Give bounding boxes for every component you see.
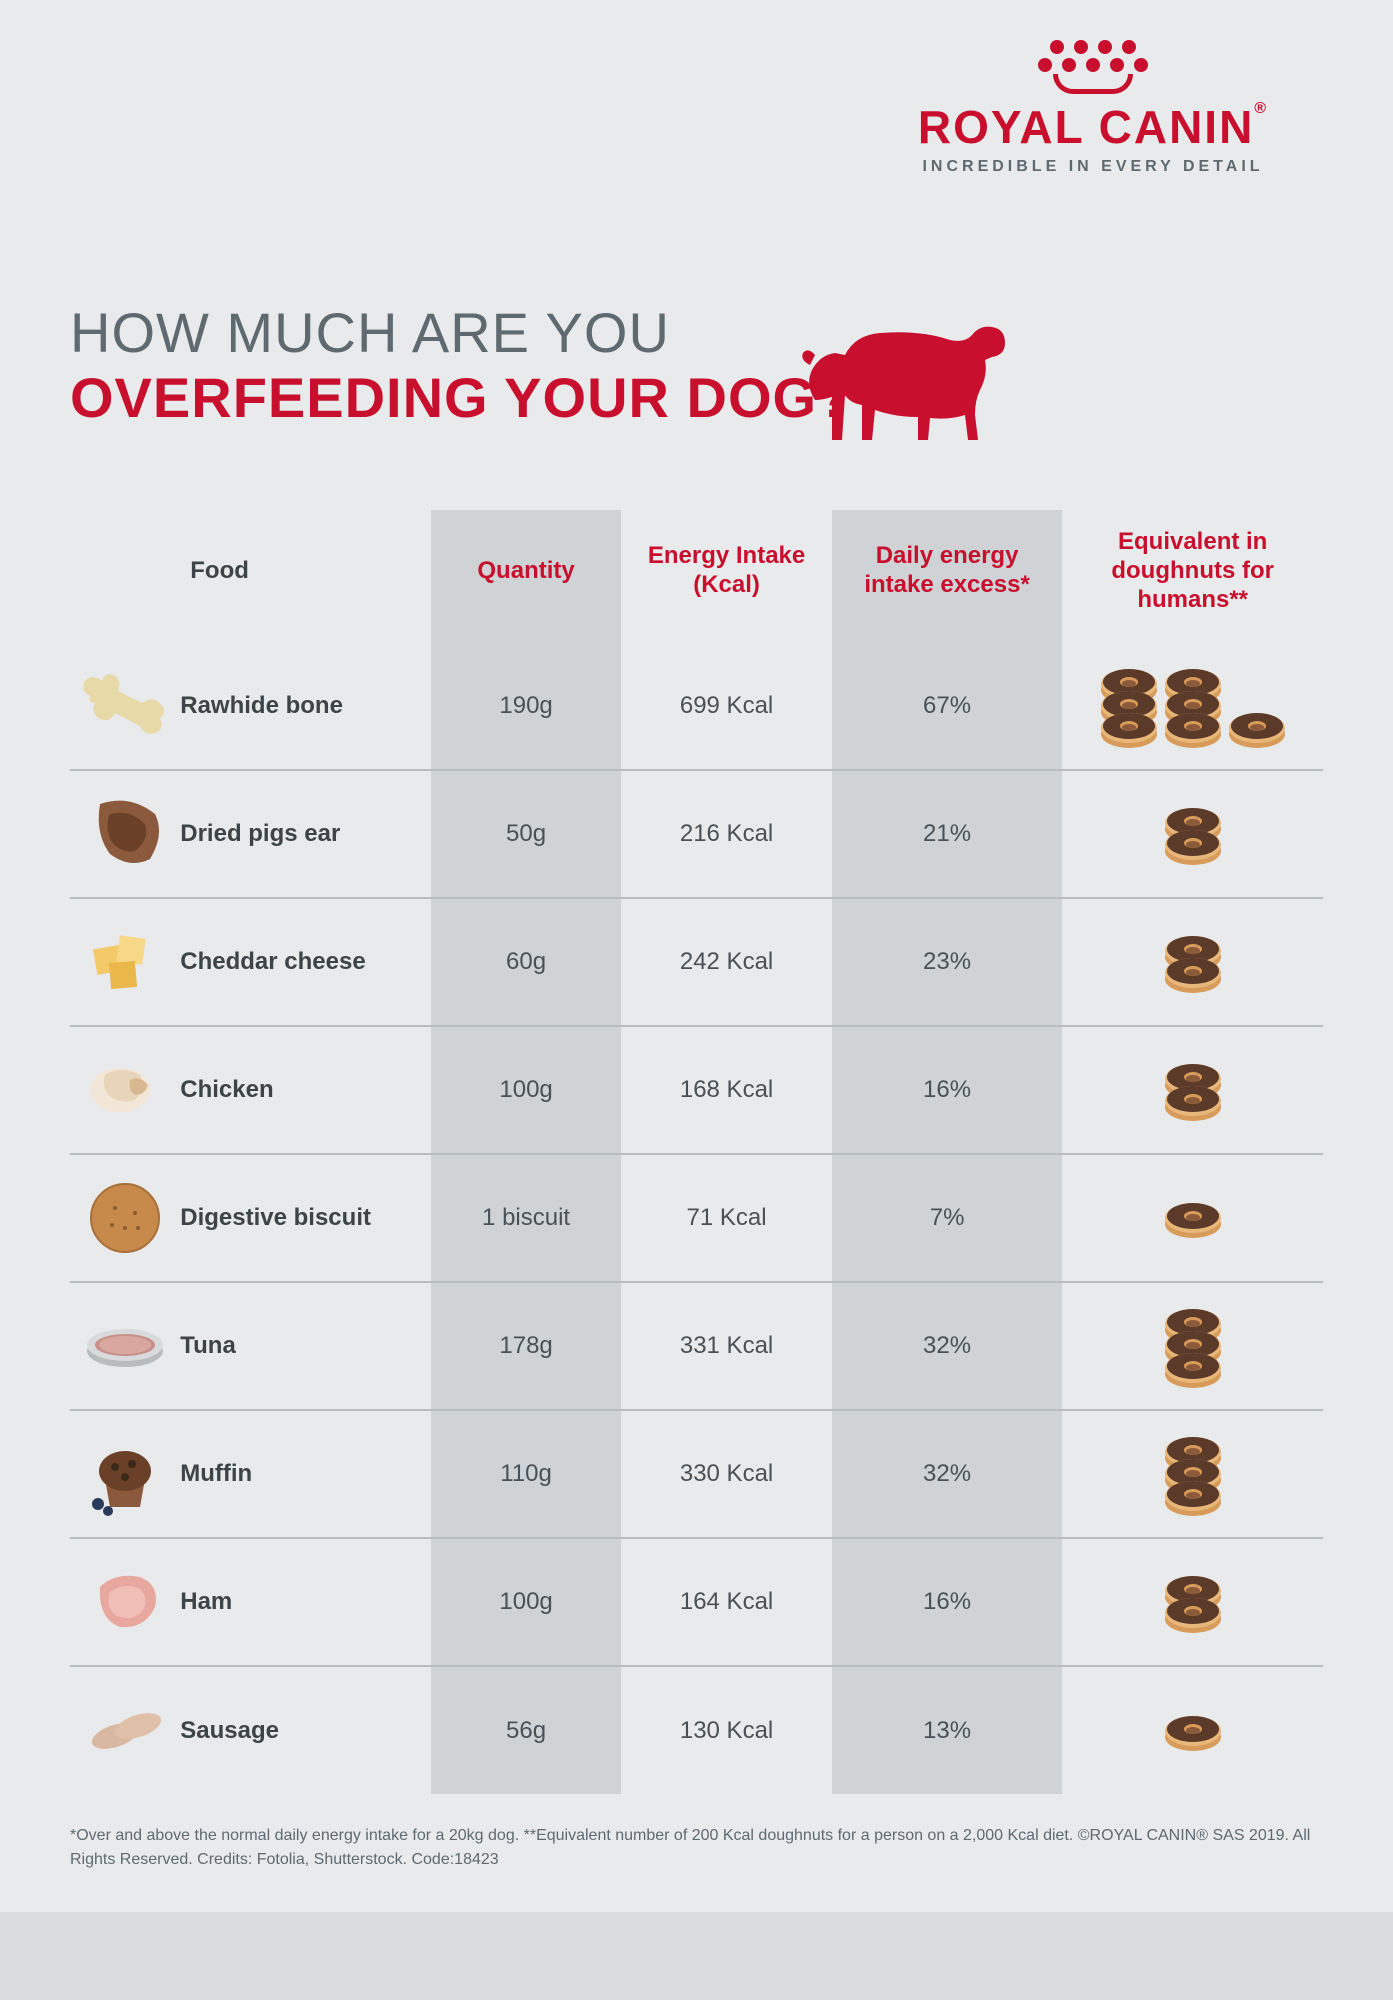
food-energy: 699 Kcal <box>621 642 832 770</box>
food-quantity: 56g <box>431 1666 621 1794</box>
food-excess: 7% <box>832 1154 1063 1282</box>
food-name: Rawhide bone <box>180 642 431 770</box>
donut-equivalent <box>1062 1282 1323 1410</box>
food-icon-ham <box>70 1538 180 1666</box>
header-quantity: Quantity <box>431 510 621 642</box>
donut-equivalent <box>1062 1026 1323 1154</box>
headline: HOW MUCH ARE YOU OVERFEEDING YOUR DOG? <box>70 300 1323 430</box>
food-quantity: 1 biscuit <box>431 1154 621 1282</box>
food-energy: 164 Kcal <box>621 1538 832 1666</box>
food-excess: 16% <box>832 1538 1063 1666</box>
food-name: Digestive biscuit <box>180 1154 431 1282</box>
food-energy: 71 Kcal <box>621 1154 832 1282</box>
food-name: Tuna <box>180 1282 431 1410</box>
food-energy: 331 Kcal <box>621 1282 832 1410</box>
food-energy: 242 Kcal <box>621 898 832 1026</box>
food-energy: 130 Kcal <box>621 1666 832 1794</box>
food-quantity: 100g <box>431 1538 621 1666</box>
table-row: Muffin110g330 Kcal32% <box>70 1410 1323 1538</box>
food-name: Cheddar cheese <box>180 898 431 1026</box>
food-quantity: 60g <box>431 898 621 1026</box>
food-excess: 67% <box>832 642 1063 770</box>
food-name: Dried pigs ear <box>180 770 431 898</box>
donut-equivalent <box>1062 1154 1323 1282</box>
brand-logo: ROYAL CANIN® INCREDIBLE IN EVERY DETAIL <box>883 40 1303 176</box>
food-quantity: 190g <box>431 642 621 770</box>
food-excess: 16% <box>832 1026 1063 1154</box>
food-icon-chicken <box>70 1026 180 1154</box>
food-icon-tuna <box>70 1282 180 1410</box>
food-icon-cheese <box>70 898 180 1026</box>
food-icon-bone <box>70 642 180 770</box>
food-icon-pigs-ear <box>70 770 180 898</box>
header-energy: Energy Intake (Kcal) <box>621 510 832 642</box>
table-row: Ham100g164 Kcal16% <box>70 1538 1323 1666</box>
table-row: Cheddar cheese60g242 Kcal23% <box>70 898 1323 1026</box>
table-row: Dried pigs ear50g216 Kcal21% <box>70 770 1323 898</box>
food-icon-sausage <box>70 1666 180 1794</box>
overfeeding-table: Food Quantity Energy Intake (Kcal) Daily… <box>70 510 1323 1794</box>
header-food: Food <box>180 510 431 642</box>
food-quantity: 178g <box>431 1282 621 1410</box>
donut-equivalent <box>1062 642 1323 770</box>
food-name: Ham <box>180 1538 431 1666</box>
table-header-row: Food Quantity Energy Intake (Kcal) Daily… <box>70 510 1323 642</box>
food-quantity: 50g <box>431 770 621 898</box>
food-excess: 21% <box>832 770 1063 898</box>
header-excess: Daily energy intake excess* <box>832 510 1063 642</box>
dog-silhouette-icon <box>800 305 1010 445</box>
food-excess: 32% <box>832 1282 1063 1410</box>
food-quantity: 110g <box>431 1410 621 1538</box>
food-icon-biscuit <box>70 1154 180 1282</box>
food-quantity: 100g <box>431 1026 621 1154</box>
food-excess: 32% <box>832 1410 1063 1538</box>
infographic-page: ROYAL CANIN® INCREDIBLE IN EVERY DETAIL … <box>0 0 1393 1912</box>
brand-tagline: INCREDIBLE IN EVERY DETAIL <box>883 158 1303 176</box>
table-row: Digestive biscuit1 biscuit71 Kcal7% <box>70 1154 1323 1282</box>
food-name: Muffin <box>180 1410 431 1538</box>
donut-equivalent <box>1062 1410 1323 1538</box>
food-name: Sausage <box>180 1666 431 1794</box>
food-energy: 330 Kcal <box>621 1410 832 1538</box>
table-row: Sausage56g130 Kcal13% <box>70 1666 1323 1794</box>
donut-equivalent <box>1062 1666 1323 1794</box>
food-excess: 23% <box>832 898 1063 1026</box>
footnote: *Over and above the normal daily energy … <box>70 1824 1323 1872</box>
header-donuts: Equivalent in doughnuts for humans** <box>1062 510 1323 642</box>
donut-equivalent <box>1062 770 1323 898</box>
brand-name: ROYAL CANIN® <box>883 100 1303 154</box>
table-row: Tuna178g331 Kcal32% <box>70 1282 1323 1410</box>
food-energy: 168 Kcal <box>621 1026 832 1154</box>
headline-line1: HOW MUCH ARE YOU <box>70 300 1323 365</box>
food-energy: 216 Kcal <box>621 770 832 898</box>
table-row: Rawhide bone190g699 Kcal67% <box>70 642 1323 770</box>
donut-equivalent <box>1062 898 1323 1026</box>
table-row: Chicken100g168 Kcal16% <box>70 1026 1323 1154</box>
headline-line2: OVERFEEDING YOUR DOG? <box>70 365 1323 430</box>
food-name: Chicken <box>180 1026 431 1154</box>
food-icon-muffin <box>70 1410 180 1538</box>
food-excess: 13% <box>832 1666 1063 1794</box>
donut-equivalent <box>1062 1538 1323 1666</box>
crown-icon <box>883 40 1303 94</box>
